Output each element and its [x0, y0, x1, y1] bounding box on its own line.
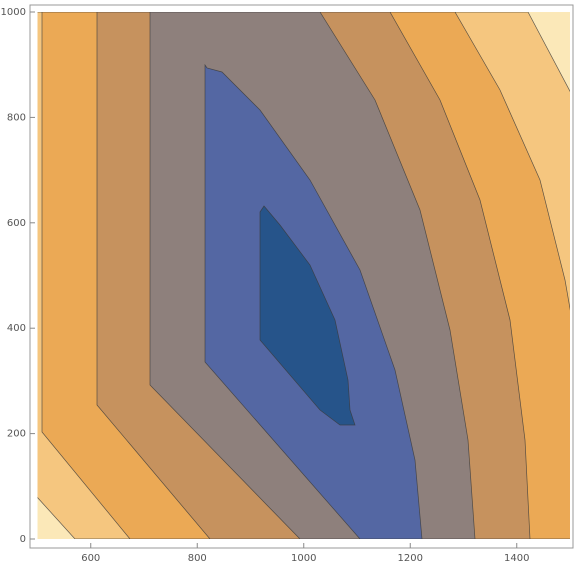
- x-tick-label: 1200: [398, 553, 423, 564]
- y-tick-label: 600: [7, 218, 26, 229]
- contour-band: [259, 205, 356, 426]
- x-tick-label: 600: [81, 553, 100, 564]
- axes: 600 800 1000 1200 1400 0 200 400 600 800 1000: [1, 7, 530, 564]
- x-tick-label: 1400: [504, 553, 529, 564]
- y-tick-label: 1000: [1, 7, 26, 18]
- y-tick-label: 800: [7, 112, 26, 123]
- y-tick-label: 0: [20, 534, 26, 545]
- x-tick-label: 1000: [291, 553, 316, 564]
- contour-regions: [37, 12, 570, 539]
- y-tick-label: 200: [7, 429, 26, 440]
- frame: [29, 4, 574, 549]
- y-tick-label: 400: [7, 323, 26, 334]
- x-tick-label: 800: [188, 553, 207, 564]
